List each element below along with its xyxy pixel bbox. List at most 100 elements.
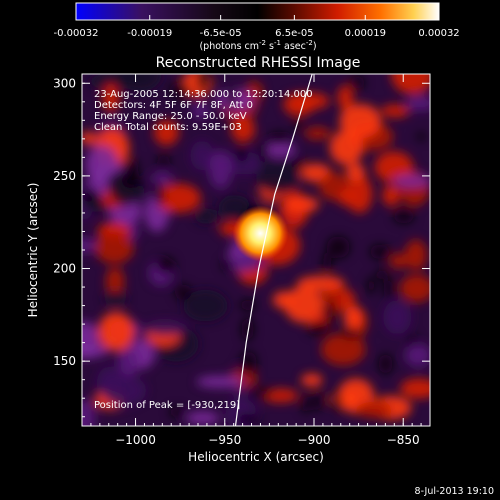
annotation-detectors: Detectors: 4F 5F 6F 7F 8F, Att 0 xyxy=(94,100,253,111)
heatmap-dark-lane xyxy=(235,147,248,163)
heatmap-dark-lane xyxy=(156,154,171,167)
heatmap-dark-lane xyxy=(366,276,376,295)
heatmap-blob xyxy=(94,232,134,264)
heatmap-blob xyxy=(153,119,179,146)
heatmap-blob xyxy=(144,320,187,336)
y-tick-label: 300 xyxy=(53,76,76,90)
heatmap-blob xyxy=(337,85,354,110)
x-tick-label: −1000 xyxy=(115,433,156,447)
heatmap-blob xyxy=(337,189,358,207)
heatmap-image xyxy=(82,74,430,426)
heatmap-dark-lane xyxy=(307,321,330,336)
heatmap-dark-lane xyxy=(169,82,190,99)
heatmap-dark-lane xyxy=(407,333,418,347)
colorbar-units: (photons cm-2 s-1 asec-2) xyxy=(199,39,316,52)
heatmap-dark-lane xyxy=(156,256,176,274)
axis-ticks: −1000 −950 −900 −850 150 200 250 300 xyxy=(53,74,431,447)
heatmap-blob xyxy=(110,74,148,85)
heatmap-blob xyxy=(97,311,135,352)
colorbar-tick-label: 6.5e-05 xyxy=(275,28,313,39)
heatmap-blob xyxy=(272,291,295,309)
heatmap-dark-lane xyxy=(393,208,415,224)
heatmap-blob xyxy=(405,95,430,111)
heatmap-blob xyxy=(82,343,109,358)
heatmap-blob xyxy=(231,115,255,143)
heatmap-dark-lane xyxy=(236,413,260,424)
heatmap-blob xyxy=(391,74,430,95)
footer-timestamp: 8-Jul-2013 19:10 xyxy=(415,486,494,497)
heatmap-dark-lane xyxy=(291,158,307,169)
heatmap-dark-lane xyxy=(341,328,361,339)
heatmap-dark-lane xyxy=(154,190,166,204)
heatmap-dark-lane xyxy=(248,388,273,397)
heatmap-dark-lane xyxy=(174,284,192,300)
heatmap-blob xyxy=(381,104,410,118)
heatmap-blob xyxy=(304,127,331,140)
heatmap-dark-lane xyxy=(375,269,389,280)
heatmap-blob xyxy=(321,333,366,366)
colorbar-tick-label: -0.00032 xyxy=(54,28,99,39)
heatmap-blob xyxy=(196,375,244,388)
chart-title: Reconstructed RHESSI Image xyxy=(156,55,361,71)
heatmap-blob xyxy=(103,291,128,305)
heatmap-blob xyxy=(343,305,364,331)
heatmap-blob xyxy=(404,239,427,271)
heatmap-blob xyxy=(105,267,125,296)
heatmap-blob xyxy=(283,196,319,213)
heatmap-dark-lane xyxy=(121,168,140,189)
colorbar-tick-label: -6.5e-05 xyxy=(200,28,242,39)
colorbar xyxy=(75,2,440,21)
heatmap-dark-lane xyxy=(221,259,234,270)
y-tick-label: 150 xyxy=(53,354,76,368)
heatmap-blob xyxy=(399,274,430,303)
heatmap-dark-lane xyxy=(301,395,311,414)
heatmap-dark-lane xyxy=(226,86,237,110)
colorbar-tick-label: 0.00032 xyxy=(418,28,459,39)
heatmap-dark-lane xyxy=(369,244,391,260)
colorbar-tick-label: 0.00019 xyxy=(345,28,386,39)
annotation-energy: Energy Range: 25.0 - 50.0 keV xyxy=(94,111,247,122)
y-axis-label: Heliocentric Y (arcsec) xyxy=(26,183,40,318)
heatmap-blob xyxy=(329,130,364,165)
heatmap-blob xyxy=(85,145,119,184)
heatmap-blob xyxy=(405,343,430,367)
colorbar-ticks: -0.00032 -0.00019 -6.5e-05 6.5e-05 0.00019 0.… xyxy=(54,15,460,39)
heatmap-dark-lane xyxy=(333,391,342,413)
heatmap-dark-lane xyxy=(416,132,427,141)
heatmap-blob xyxy=(345,163,366,182)
heatmap-dark-lane xyxy=(258,141,269,164)
heatmap-blob xyxy=(383,300,412,335)
heatmap-blob xyxy=(393,174,430,188)
heatmap-blob xyxy=(256,161,299,195)
heatmap-dark-lane xyxy=(82,188,100,202)
heatmap-blob xyxy=(186,411,220,425)
heatmap-blob xyxy=(194,208,218,225)
annotation-time: 23-Aug-2005 12:14:36.000 to 12:20:14.000 xyxy=(94,89,313,100)
heatmap-blob xyxy=(151,172,173,185)
heatmap-blob xyxy=(190,140,214,171)
heatmap-dark-lane xyxy=(378,353,393,375)
heatmap-blob xyxy=(356,401,393,418)
y-tick-label: 200 xyxy=(53,262,76,276)
heatmap-blob xyxy=(283,92,315,117)
heatmap-dark-lane xyxy=(120,159,140,170)
heatmap-dark-lane xyxy=(241,317,254,342)
heatmap-blob xyxy=(225,150,262,175)
heatmap-dark-lane xyxy=(169,406,185,418)
x-axis-label: Heliocentric X (arcsec) xyxy=(188,450,324,464)
peak-source xyxy=(232,205,289,262)
heatmap-dark-lane xyxy=(383,277,394,298)
annotation-method: Clean Total counts: 9.59E+03 xyxy=(94,122,242,133)
heatmap-dark-lane xyxy=(349,76,366,89)
heatmap-blob xyxy=(400,378,430,399)
heatmap-blob xyxy=(117,346,140,377)
heatmap-blob xyxy=(155,183,201,213)
solar-limb xyxy=(234,74,313,426)
heatmap-blob xyxy=(382,184,400,207)
heatmap-blob xyxy=(284,286,324,323)
heatmap-blob xyxy=(82,131,97,145)
heatmap-blob xyxy=(374,151,414,183)
heatmap-blob xyxy=(82,399,96,426)
heatmap-dark-lane xyxy=(268,132,290,145)
